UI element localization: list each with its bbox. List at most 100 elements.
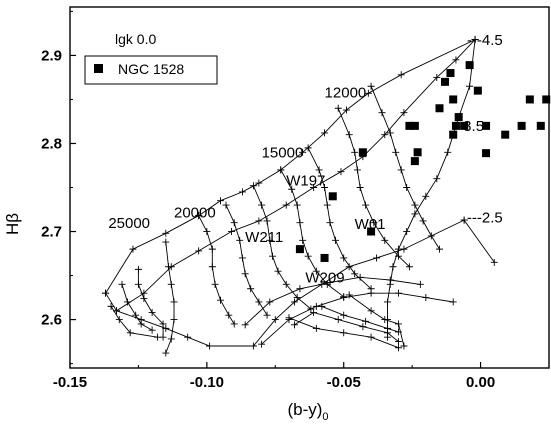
grid-curve — [137, 269, 164, 338]
grid-marker — [416, 280, 424, 288]
grid-marker — [159, 320, 167, 328]
grid-marker — [342, 106, 350, 114]
grid-marker — [282, 201, 290, 209]
grid-marker — [293, 294, 301, 302]
grid-marker — [266, 298, 274, 306]
grid-marker — [351, 270, 359, 278]
grid-marker — [370, 219, 378, 227]
grid-marker — [167, 280, 175, 288]
legend: lgk 0.0 NGC 1528 — [84, 31, 218, 85]
grid-marker — [263, 311, 271, 319]
grid-marker — [411, 201, 419, 209]
grid-marker — [126, 329, 134, 337]
grid-marker — [102, 289, 110, 297]
grid-marker — [290, 321, 298, 329]
ngc1528-point — [482, 149, 491, 158]
grid-marker — [249, 342, 257, 350]
ngc1528-point — [473, 86, 482, 95]
grid-marker — [165, 263, 173, 271]
grid-marker — [433, 73, 441, 81]
y-tick-label: 2.9 — [41, 47, 62, 64]
grid-marker — [351, 148, 359, 156]
grid-marker — [170, 316, 178, 324]
grid-marker — [162, 229, 170, 237]
grid-curve — [294, 312, 399, 342]
grid-marker — [326, 279, 334, 287]
grid-marker — [134, 265, 142, 273]
grid-marker — [225, 311, 233, 319]
annotation-label: W197 — [286, 173, 325, 190]
grid-marker — [359, 323, 367, 331]
ngc1528-point — [410, 157, 419, 166]
grid-curve — [105, 219, 465, 347]
grid-marker — [378, 109, 386, 117]
annotation-label: 12000 — [325, 85, 367, 102]
annotation-label: W211 — [245, 229, 283, 246]
grid-curve — [165, 242, 175, 354]
grid-marker — [296, 285, 304, 293]
grid-marker — [263, 217, 271, 225]
grid-marker — [381, 316, 389, 324]
ngc1528-point — [465, 61, 474, 70]
grid-marker — [400, 342, 408, 350]
grid-marker — [318, 302, 326, 310]
grid-marker — [345, 131, 353, 139]
grid-marker — [452, 56, 460, 64]
ngc1528-point — [460, 121, 469, 130]
grid-marker — [195, 247, 203, 255]
ngc1528-point — [328, 192, 337, 201]
grid-marker — [427, 232, 435, 240]
grid-marker — [299, 148, 307, 156]
grid-marker — [184, 333, 192, 341]
grid-marker — [255, 179, 263, 187]
grid-marker — [296, 219, 304, 227]
grid-marker — [148, 309, 156, 317]
ngc1528-point — [454, 113, 463, 122]
grid-marker — [367, 289, 375, 297]
ngc1528-point — [451, 121, 460, 130]
annotation-label: 15000 — [262, 145, 304, 162]
grid-marker — [419, 217, 427, 225]
ngc1528-point — [449, 95, 458, 104]
ngc1528-point — [413, 148, 422, 157]
legend-marker-ngc1528 — [94, 64, 103, 73]
ngc1528-point — [358, 148, 367, 157]
grid-marker — [271, 316, 279, 324]
grid-marker — [362, 201, 370, 209]
ngc1528-point — [295, 245, 304, 254]
grid-marker — [444, 148, 452, 156]
grid-marker — [148, 326, 156, 334]
grid-curve — [261, 292, 454, 345]
grid-marker — [312, 267, 320, 275]
grid-marker — [394, 320, 402, 328]
grid-marker — [140, 294, 148, 302]
grid-marker — [334, 316, 342, 324]
grid-marker — [217, 197, 225, 205]
grid-marker — [367, 82, 375, 90]
grid-marker — [436, 245, 444, 253]
grid-marker — [208, 263, 216, 271]
grid-marker — [304, 252, 312, 260]
grid-marker — [397, 71, 405, 79]
axes: -0.15 -0.10 -0.05 0.00 2.6 2.7 2.8 2.9 — [41, 6, 550, 391]
ngc1528-point — [440, 77, 449, 86]
grid-marker — [392, 148, 400, 156]
grid-curve — [463, 219, 495, 263]
grid-marker — [340, 294, 348, 302]
annotations: ---4.5 12000 --3.5 15000 W197 20000 25000 W01 --… — [108, 32, 502, 287]
ngc1528-point — [405, 121, 414, 130]
ngc1528-point — [525, 95, 534, 104]
grid-marker — [400, 109, 408, 117]
grid-marker — [449, 298, 457, 306]
grid-marker — [422, 192, 430, 200]
grid-marker — [381, 131, 389, 139]
grid-marker — [356, 273, 364, 281]
grid-marker — [466, 82, 474, 90]
grid-marker — [211, 280, 219, 288]
grid-marker — [394, 245, 402, 253]
grid-curve — [225, 204, 268, 316]
grid-marker — [123, 298, 131, 306]
grid-marker — [394, 344, 402, 352]
grid-curve — [370, 86, 440, 250]
grid-curve — [121, 284, 153, 331]
